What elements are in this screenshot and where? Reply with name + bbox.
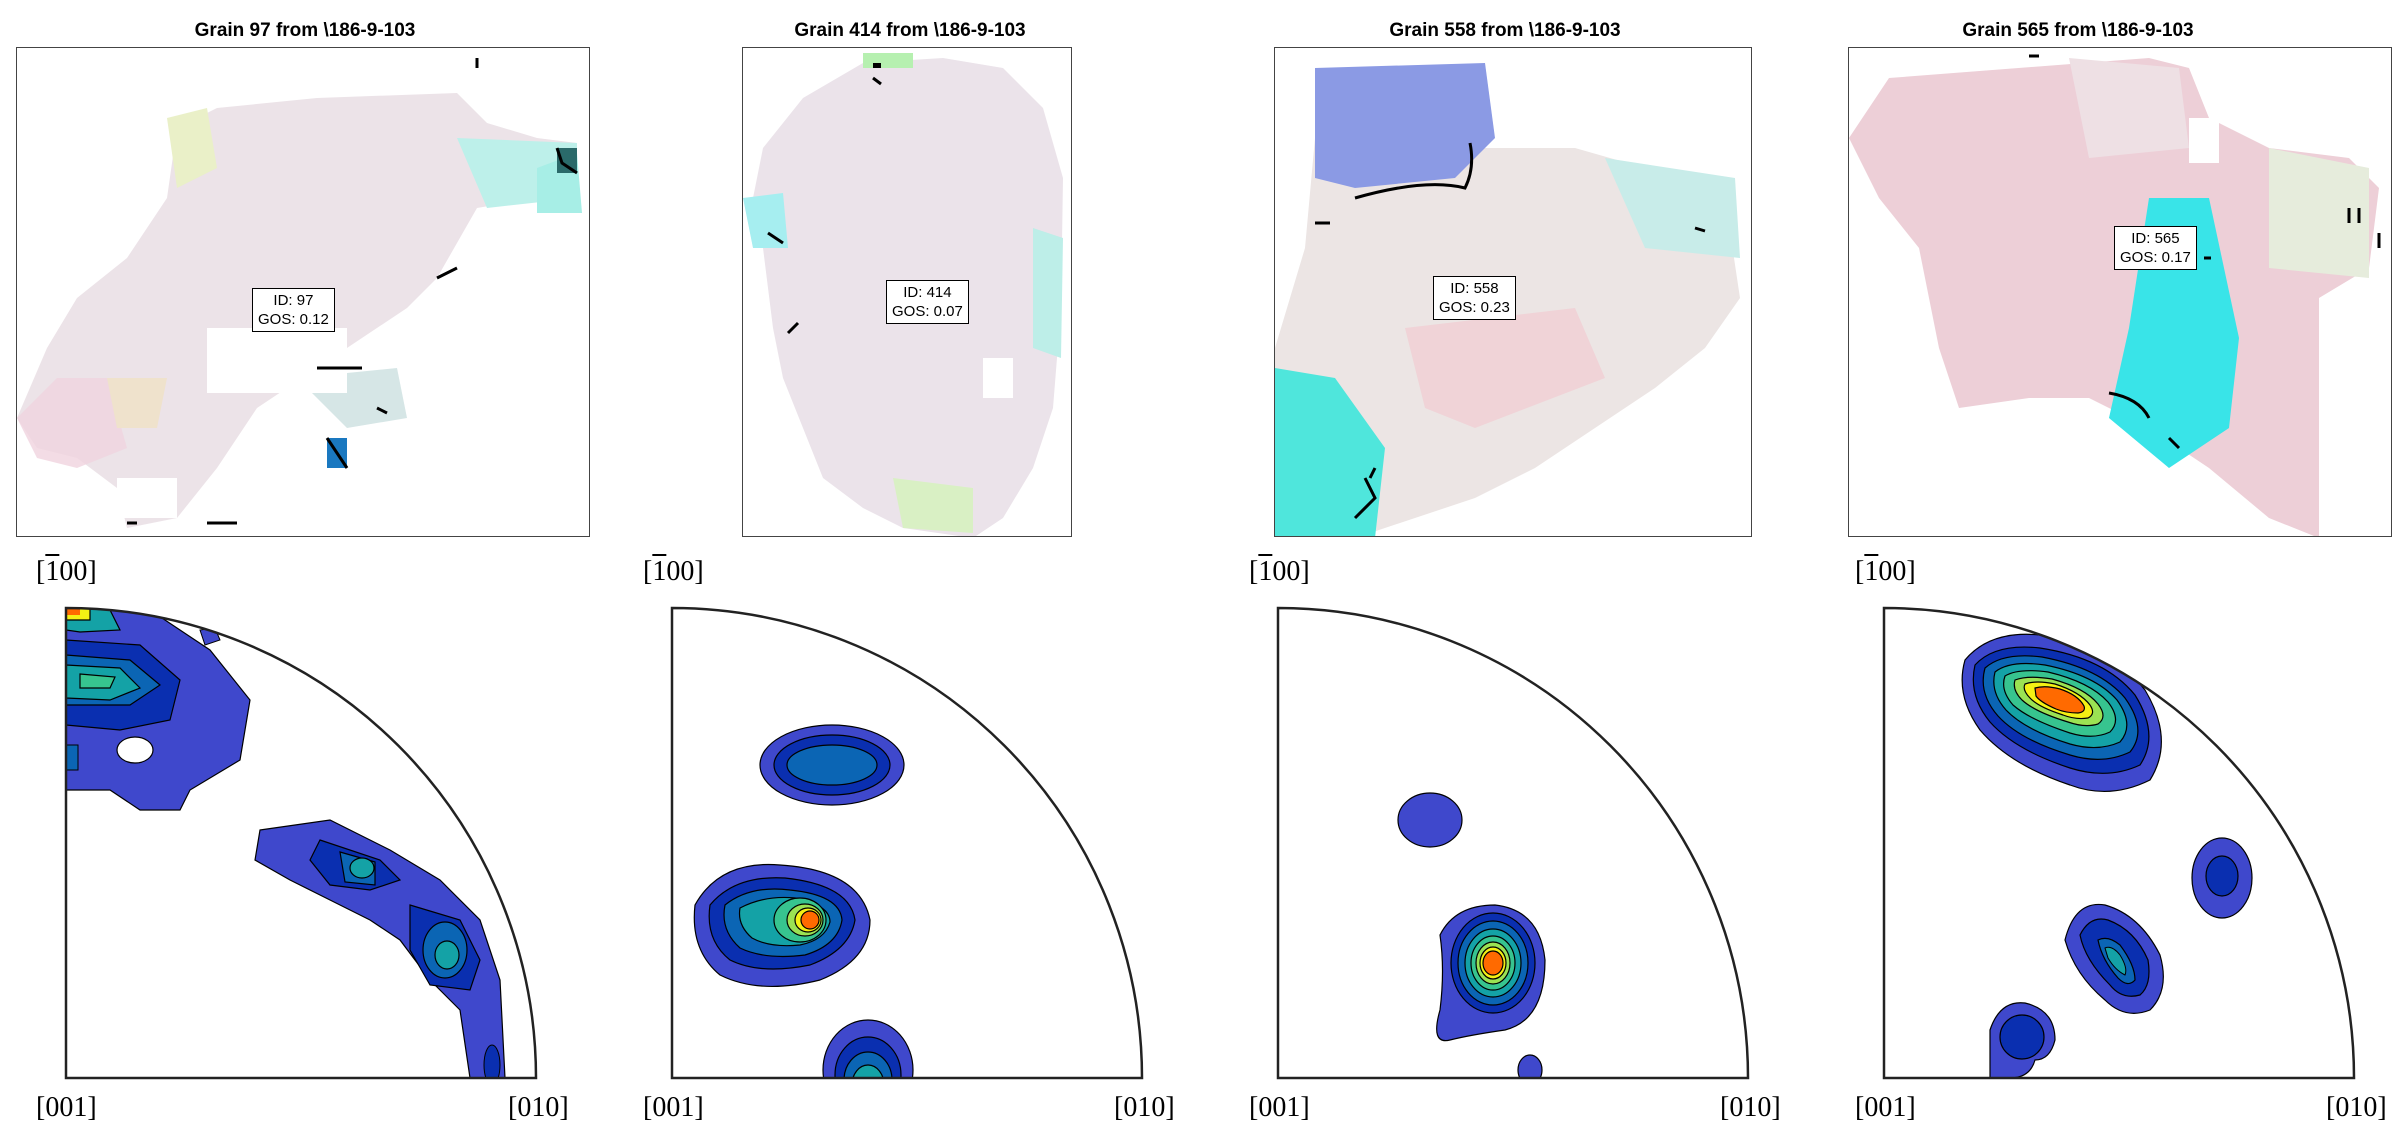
grain-id-1: ID: 97 — [273, 292, 314, 309]
ipf-4-frame — [1882, 606, 2356, 1080]
grain-map-2: ID: 414 GOS: 0.07 — [742, 47, 1072, 537]
grain-label-4: ID: 565 GOS: 0.17 — [2114, 226, 2197, 270]
grain-gos-4: GOS: 0.17 — [2120, 249, 2191, 266]
ipf-1-frame — [64, 606, 538, 1080]
grain-label-1: ID: 97 GOS: 0.12 — [252, 288, 335, 332]
ipf-2-top-label: [100] — [643, 556, 704, 587]
grain-gos-1: GOS: 0.12 — [258, 311, 329, 328]
ipf-3-frame — [1276, 606, 1750, 1080]
ipf-3-top-label: [100] — [1249, 556, 1310, 587]
ipf-1 — [66, 608, 506, 1078]
grain-map-3-pixels — [1275, 63, 1740, 536]
panel-4-title: Grain 565 from \186-9-103 — [1962, 20, 2194, 41]
grain-label-3: ID: 558 GOS: 0.23 — [1433, 276, 1516, 320]
grain-id-3: ID: 558 — [1450, 280, 1499, 297]
grain-map-3: ID: 558 GOS: 0.23 — [1274, 47, 1752, 537]
ipf-2-frame — [670, 606, 1144, 1080]
grain-map-1: ID: 97 GOS: 0.12 — [16, 47, 590, 537]
ipf-4 — [1961, 633, 2253, 1078]
grain-id-2: ID: 414 — [903, 284, 952, 301]
grain-gos-2: GOS: 0.07 — [892, 303, 963, 320]
grain-label-2: ID: 414 GOS: 0.07 — [886, 280, 969, 324]
ipf-1-top-label: [100] — [36, 556, 97, 587]
panel-3-title: Grain 558 from \186-9-103 — [1389, 20, 1621, 41]
grain-gos-3: GOS: 0.23 — [1439, 299, 1510, 316]
grain-id-4: ID: 565 — [2131, 230, 2180, 247]
ipf-2 — [693, 724, 914, 1078]
panel-1-title: Grain 97 from \186-9-103 — [194, 20, 416, 41]
ipf-4-top-label: [100] — [1855, 556, 1916, 587]
ipf-3 — [1397, 792, 1546, 1078]
panel-2-title: Grain 414 from \186-9-103 — [794, 20, 1026, 41]
grain-map-4: ID: 565 GOS: 0.17 — [1848, 47, 2392, 537]
